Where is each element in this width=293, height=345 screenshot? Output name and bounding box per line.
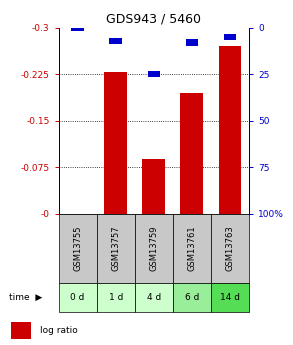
Bar [148, 71, 160, 77]
FancyBboxPatch shape [97, 283, 135, 312]
FancyBboxPatch shape [173, 283, 211, 312]
Text: log ratio: log ratio [40, 326, 77, 335]
Bar [180, 93, 203, 214]
Text: 14 d: 14 d [220, 293, 240, 302]
Bar [219, 46, 241, 214]
Text: 0 d: 0 d [70, 293, 85, 302]
Text: GSM13757: GSM13757 [111, 226, 120, 271]
FancyBboxPatch shape [97, 214, 135, 283]
Bar [110, 38, 122, 44]
Title: GDS943 / 5460: GDS943 / 5460 [106, 12, 201, 25]
Bar [104, 72, 127, 214]
Bar [142, 159, 165, 214]
FancyBboxPatch shape [59, 283, 97, 312]
Text: 4 d: 4 d [147, 293, 161, 302]
FancyBboxPatch shape [59, 214, 97, 283]
FancyBboxPatch shape [211, 214, 249, 283]
Text: 1 d: 1 d [108, 293, 123, 302]
Text: GSM13761: GSM13761 [188, 226, 196, 271]
Bar [71, 24, 84, 31]
Bar [186, 39, 198, 46]
Text: GSM13763: GSM13763 [226, 226, 234, 271]
FancyBboxPatch shape [135, 283, 173, 312]
Text: 6 d: 6 d [185, 293, 199, 302]
Text: time  ▶: time ▶ [9, 293, 42, 302]
Text: GSM13759: GSM13759 [149, 226, 158, 271]
Bar [11, 322, 31, 339]
Bar [224, 34, 236, 40]
FancyBboxPatch shape [135, 214, 173, 283]
FancyBboxPatch shape [211, 283, 249, 312]
FancyBboxPatch shape [173, 214, 211, 283]
Text: GSM13755: GSM13755 [73, 226, 82, 271]
